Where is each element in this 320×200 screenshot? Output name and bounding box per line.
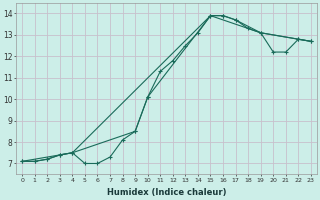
X-axis label: Humidex (Indice chaleur): Humidex (Indice chaleur) [107,188,226,197]
